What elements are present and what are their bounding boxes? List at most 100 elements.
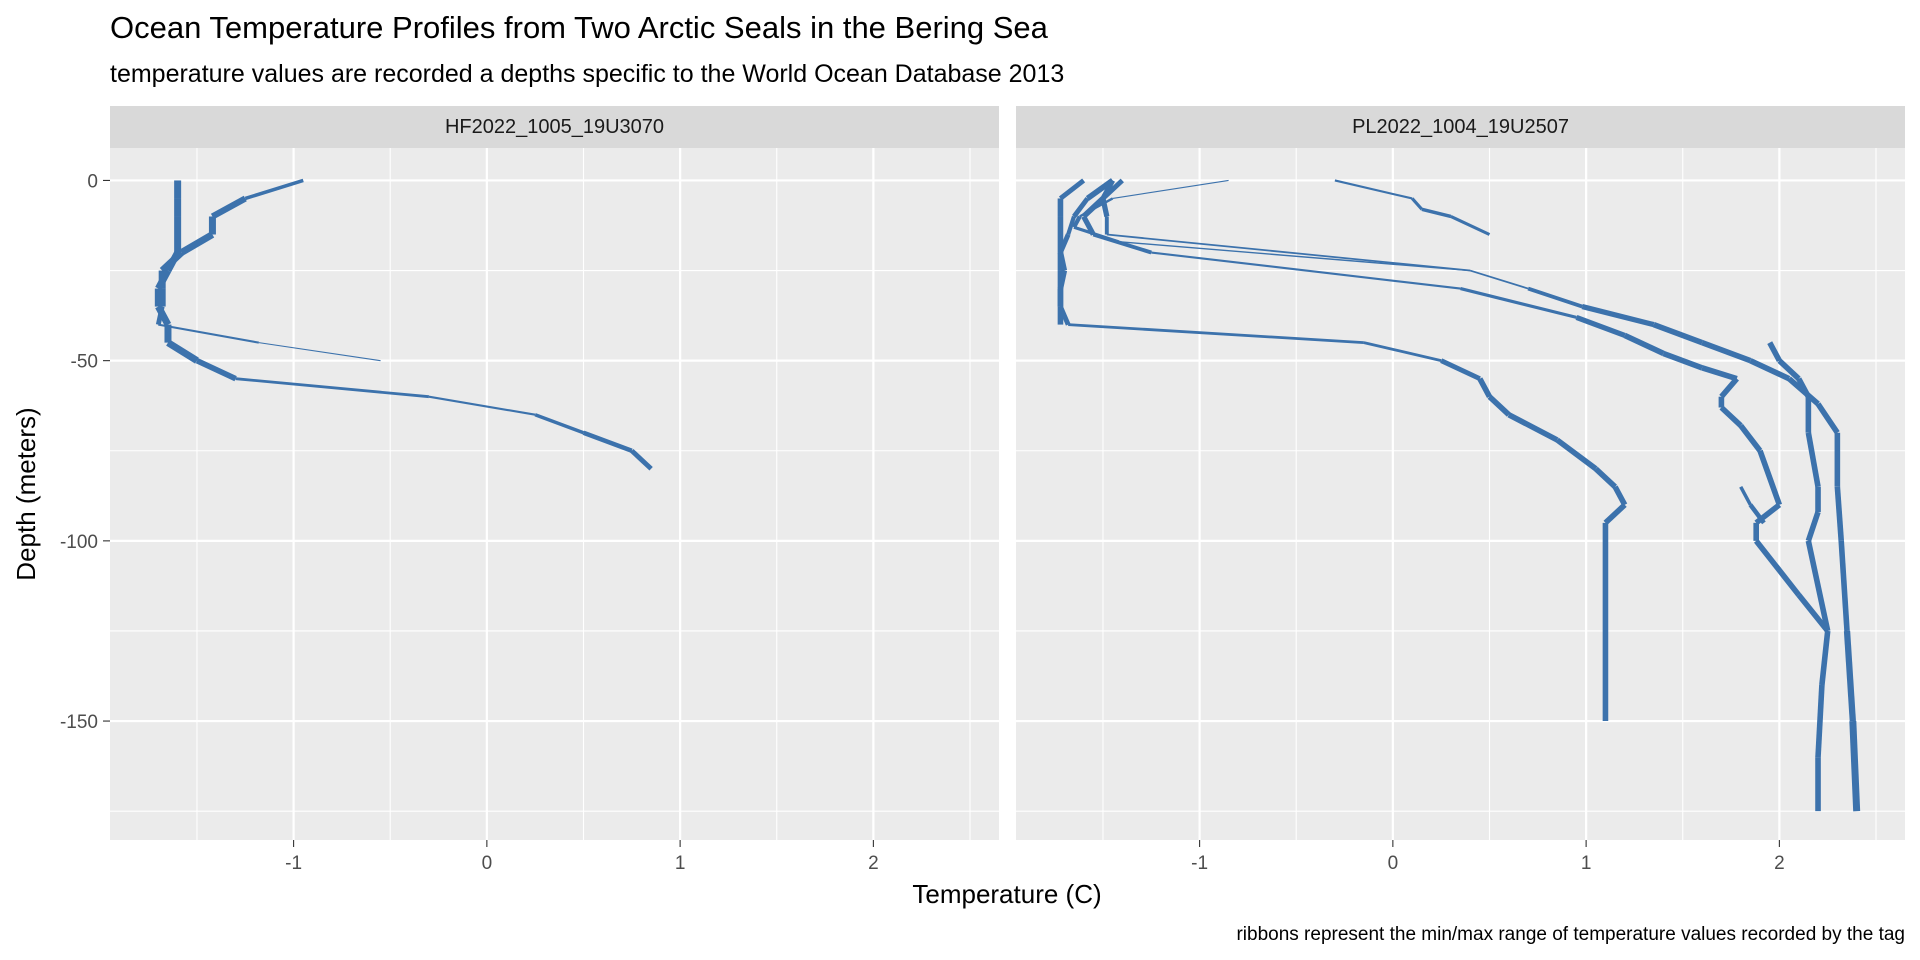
profile-segment	[1796, 593, 1830, 633]
profile-segment	[1507, 412, 1559, 443]
profile-segment	[158, 323, 259, 344]
profile-segment	[1796, 377, 1811, 399]
profile-segment	[166, 339, 199, 364]
grid-left	[110, 148, 999, 840]
profile-segment	[1072, 196, 1090, 218]
temperature-profile	[1334, 179, 1491, 236]
profile-segment	[179, 231, 215, 256]
profile-segment	[1701, 340, 1752, 364]
profile-segment	[1719, 405, 1743, 428]
profile-segment	[1701, 365, 1738, 382]
temperature-profile	[1081, 179, 1831, 812]
profile-segment	[1421, 207, 1452, 219]
profile-segment	[1066, 215, 1076, 236]
profile-segment	[1777, 358, 1801, 381]
x-axis-ticks: -1 0 1 2 -1 0 1 2	[285, 840, 1785, 874]
profiles-left	[154, 178, 653, 471]
profile-segment	[1072, 215, 1082, 229]
profile-segment	[1748, 503, 1766, 525]
profile-segment	[1581, 304, 1655, 328]
x-tick-label: -1	[1191, 853, 1208, 874]
profile-segment	[159, 249, 184, 274]
profile-segment	[1575, 314, 1626, 338]
grid-right	[1016, 148, 1905, 840]
profile-segment	[1767, 341, 1782, 362]
profile-segment	[1057, 251, 1068, 272]
chart-subtitle: temperature values are recorded a depths…	[110, 60, 1064, 88]
profile-segment	[1815, 402, 1840, 435]
profile-segment	[1073, 225, 1119, 244]
profile-segment	[1118, 241, 1471, 272]
profile-segment	[1411, 197, 1424, 211]
profile-segment	[1440, 358, 1481, 381]
facet-panel-left: HF2022_1005_19U3070	[110, 106, 999, 840]
profile-segment	[1460, 287, 1577, 319]
y-tick-label: 0	[87, 171, 98, 192]
profile-segment	[1843, 630, 1856, 722]
profile-segment	[1819, 630, 1831, 686]
plot-area-left	[110, 148, 999, 840]
profile-segment	[1838, 540, 1850, 632]
temperature-profile	[1057, 178, 1628, 722]
profile-segment	[1603, 502, 1627, 525]
profile-segment	[1363, 341, 1442, 363]
y-axis-title: Depth (meters)	[11, 407, 41, 580]
profiles-right	[1057, 178, 1861, 812]
profile-segment	[1058, 178, 1086, 201]
x-tick-label: 1	[1581, 853, 1592, 874]
profile-segment	[155, 306, 165, 326]
x-tick-label: 1	[675, 853, 686, 874]
x-tick-label: -1	[285, 853, 302, 874]
profile-segment	[258, 342, 381, 362]
profile-segment	[1450, 215, 1491, 236]
facet-panel-right: PL2022_1004_19U2507	[1016, 106, 1905, 840]
profile-segment	[1334, 179, 1413, 200]
profile-segment	[1555, 437, 1598, 472]
profile-segment	[428, 395, 536, 416]
profile-segment	[1805, 540, 1831, 632]
profile-segment	[1805, 432, 1821, 488]
temperature-profile	[155, 178, 381, 362]
profile-segment	[1151, 251, 1461, 290]
facet-strip-label-left: HF2022_1005_19U3070	[445, 116, 664, 138]
plot-area-right	[1016, 148, 1905, 840]
profile-segment	[1753, 539, 1801, 597]
profile-segment	[210, 195, 247, 220]
temperature-profile	[1072, 179, 1471, 272]
profile-segment	[534, 413, 585, 435]
profile-segment	[1106, 233, 1471, 272]
y-tick-label: -100	[60, 532, 98, 553]
facet-strip-label-right: PL2022_1004_19U2507	[1352, 116, 1569, 138]
facet-strip-right	[1016, 106, 1905, 148]
profile-segment	[195, 358, 237, 382]
x-tick-label: 0	[482, 853, 493, 874]
profile-segment	[1058, 233, 1071, 254]
profile-segment	[1815, 684, 1825, 758]
y-tick-label: -50	[71, 352, 98, 373]
x-axis-title: Temperature (C)	[912, 879, 1101, 909]
profile-segment	[1068, 323, 1364, 345]
y-tick-label: -150	[60, 712, 98, 733]
x-tick-label: 2	[868, 853, 879, 874]
chart-title: Ocean Temperature Profiles from Two Arct…	[110, 10, 1049, 45]
chart-caption: ribbons represent the min/max range of t…	[1236, 924, 1905, 945]
profile-segment	[1612, 485, 1628, 507]
profile-segment	[1749, 358, 1791, 382]
profile-segment	[1738, 423, 1763, 453]
profile-segment	[1719, 376, 1739, 399]
profile-segment	[244, 178, 304, 201]
profile-segment	[1623, 332, 1665, 356]
profile-segment	[1057, 269, 1068, 290]
profile-segment	[1593, 466, 1618, 489]
profile-segment	[1652, 321, 1704, 346]
profile-segment	[630, 448, 653, 471]
x-tick-label: 2	[1774, 853, 1785, 874]
temperature-profile	[1767, 341, 1831, 632]
profile-segment	[235, 377, 430, 399]
temperature-profile	[1739, 485, 1766, 525]
temperature-profile	[166, 339, 653, 471]
profile-segment	[1662, 350, 1704, 371]
profile-segment	[1849, 720, 1861, 812]
profile-segment	[582, 430, 633, 453]
